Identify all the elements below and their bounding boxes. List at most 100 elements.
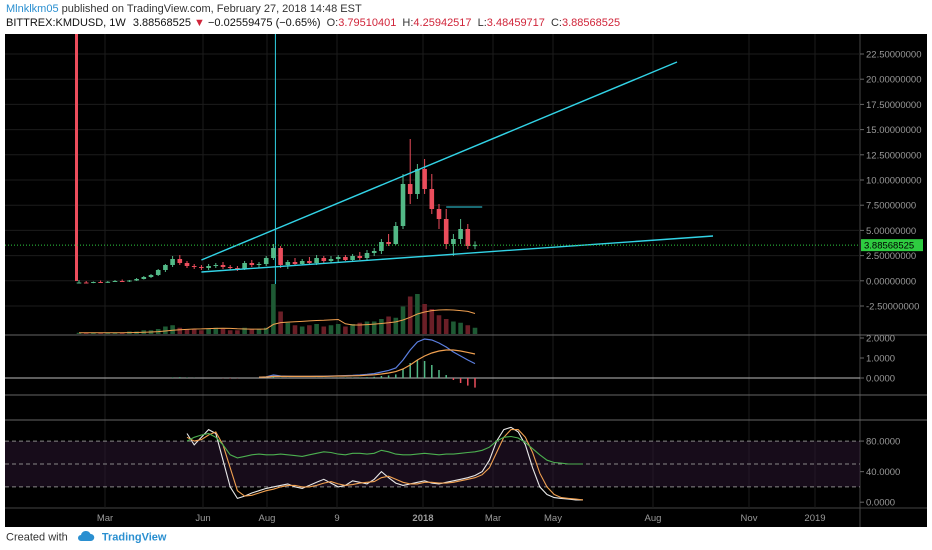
volume-bar bbox=[429, 309, 435, 334]
candle-body bbox=[227, 267, 233, 268]
x-tick-label: Mar bbox=[485, 513, 501, 524]
volume-bar bbox=[379, 319, 384, 334]
y-tick-label: -2.50000000 bbox=[866, 302, 919, 313]
candle-body bbox=[364, 253, 370, 258]
symbol-label[interactable]: BITTREX:KMDUSD, 1W bbox=[6, 17, 126, 29]
low-label: L: bbox=[477, 17, 487, 29]
candle-body bbox=[321, 258, 327, 261]
chart-svg[interactable]: 22.50000000 20.00000000 17.50000000 15.0000… bbox=[5, 34, 927, 527]
candle-body bbox=[105, 281, 111, 283]
candle-body bbox=[256, 264, 262, 265]
x-tick-label: Nov bbox=[741, 513, 758, 524]
candle-body bbox=[249, 263, 255, 265]
symbol-header: BITTREX:KMDUSD, 1W 3.88568525 ▼ −0.02559… bbox=[6, 17, 620, 29]
tradingview-link[interactable]: TradingView bbox=[101, 531, 167, 544]
volume-bar bbox=[335, 324, 341, 334]
candle-body bbox=[75, 34, 78, 281]
volume-bar bbox=[213, 327, 219, 334]
candle-body bbox=[134, 279, 139, 281]
high-label: H: bbox=[402, 17, 414, 29]
volume-bar bbox=[249, 329, 255, 334]
volume-bar bbox=[163, 326, 168, 334]
last-price-label: 3.88568525 bbox=[864, 241, 914, 252]
candle-body bbox=[155, 270, 161, 275]
y-tick-label: 2.50000000 bbox=[866, 251, 916, 262]
candle-body bbox=[343, 257, 348, 260]
candle-body bbox=[386, 242, 391, 244]
volume-bar bbox=[465, 325, 471, 334]
candle-body bbox=[429, 189, 435, 209]
y-tick-label: 80.0000 bbox=[866, 437, 900, 448]
candle-body bbox=[98, 282, 103, 283]
candle-body bbox=[163, 265, 168, 270]
candle-body bbox=[451, 239, 456, 244]
author-link[interactable]: Mlnklkm05 bbox=[6, 3, 59, 15]
volume-bar bbox=[91, 332, 96, 334]
candle-body bbox=[465, 229, 471, 246]
volume-bar bbox=[458, 322, 463, 334]
volume-bar bbox=[105, 332, 111, 334]
candle-body bbox=[371, 251, 377, 253]
volume-bar bbox=[263, 327, 269, 334]
candle-body bbox=[199, 267, 204, 268]
candle-body bbox=[458, 229, 463, 239]
candle-body bbox=[407, 184, 413, 194]
volume-bar bbox=[98, 332, 103, 334]
volume-bar bbox=[436, 315, 442, 334]
open-value: 3.79510401 bbox=[338, 17, 397, 29]
candle-body bbox=[379, 242, 384, 251]
candle-body bbox=[177, 259, 183, 263]
candle-body bbox=[299, 261, 305, 264]
x-tick-label: Aug bbox=[259, 513, 276, 524]
down-arrow-icon: ▼ bbox=[194, 17, 205, 29]
volume-bar bbox=[256, 329, 262, 334]
candle-body bbox=[357, 256, 363, 258]
candle-body bbox=[400, 184, 406, 226]
volume-bar bbox=[299, 326, 305, 334]
volume-bar bbox=[350, 324, 355, 334]
volume-ma-line bbox=[79, 309, 476, 334]
cloud-icon bbox=[77, 530, 95, 545]
volume-bar bbox=[343, 326, 348, 334]
macd-signal-line bbox=[258, 349, 476, 378]
candle-body bbox=[436, 209, 442, 219]
candle-body bbox=[235, 268, 240, 269]
y-tick-label: 0.0000 bbox=[866, 498, 895, 509]
candle-body bbox=[285, 262, 291, 265]
candle-body bbox=[119, 281, 125, 282]
y-tick-label: 15.00000000 bbox=[866, 125, 921, 136]
volume-bar bbox=[285, 322, 291, 334]
candle-body bbox=[443, 219, 449, 244]
chart-area[interactable]: 22.50000000 20.00000000 17.50000000 15.0000… bbox=[5, 34, 927, 527]
volume-bar bbox=[328, 325, 334, 334]
x-tick-label: 2019 bbox=[804, 513, 825, 524]
close-value: 3.88568525 bbox=[561, 17, 621, 29]
volume-bar bbox=[170, 325, 175, 334]
volume-bar bbox=[235, 330, 240, 334]
candle-body bbox=[148, 275, 154, 277]
candle-body bbox=[314, 258, 319, 263]
volume-bar bbox=[112, 332, 118, 334]
y-tick-label: 5.00000000 bbox=[866, 226, 916, 237]
candle-body bbox=[191, 266, 197, 267]
candle-body bbox=[422, 169, 427, 189]
candle-body bbox=[206, 266, 211, 268]
x-tick-label: 2018 bbox=[412, 513, 433, 524]
y-tick-label: 12.50000000 bbox=[866, 150, 921, 161]
candle-body bbox=[141, 277, 147, 279]
candle-body bbox=[83, 282, 89, 284]
volume-bar bbox=[443, 319, 449, 334]
candle-body bbox=[271, 248, 276, 258]
volume-bar bbox=[177, 327, 183, 334]
volume-bar bbox=[371, 321, 377, 334]
stoch-k-line bbox=[186, 426, 583, 501]
volume-bar bbox=[199, 330, 204, 334]
volume-bar bbox=[451, 321, 456, 334]
volume-bar bbox=[83, 332, 89, 334]
last-price: 3.88568525 bbox=[132, 17, 191, 29]
stoch-d-line bbox=[186, 429, 584, 501]
volume-bar bbox=[321, 326, 327, 334]
candle-body bbox=[415, 169, 420, 194]
rsi-line bbox=[186, 432, 583, 465]
high-value: 4.25942517 bbox=[413, 17, 472, 29]
